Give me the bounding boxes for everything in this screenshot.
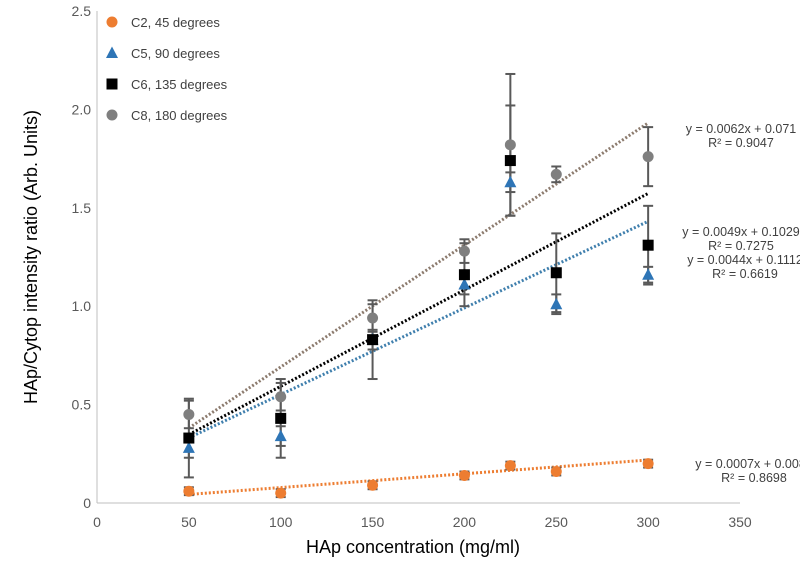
x-tick-label: 300 <box>636 514 660 530</box>
data-point <box>275 487 287 499</box>
x-tick-label: 200 <box>453 514 477 530</box>
data-point <box>458 469 470 481</box>
legend-label: C5, 90 degrees <box>131 46 220 61</box>
x-tick-label: 250 <box>545 514 569 530</box>
data-point <box>182 441 195 453</box>
plot-area: 0 50 100 150 200 250 300 350 0 0.5 1.0 1.5 2.0 2.5 y… <box>72 3 800 530</box>
data-point <box>274 429 287 442</box>
data-point <box>367 479 379 491</box>
data-point <box>504 155 516 167</box>
trendline-equation: y = 0.0062x + 0.071 <box>686 122 797 136</box>
y-tick-label: 2.5 <box>72 3 92 19</box>
y-tick-labels: 0 0.5 1.0 1.5 2.0 2.5 <box>72 3 92 511</box>
data-point <box>183 485 195 497</box>
trendline-equation: y = 0.0007x + 0.0085 <box>695 457 800 471</box>
y-tick-label: 1.0 <box>72 298 92 314</box>
trendline-r-squared: R² = 0.7275 <box>708 239 774 253</box>
data-point <box>642 268 655 280</box>
y-tick-label: 2.0 <box>72 101 92 117</box>
trendline <box>188 458 649 496</box>
y-tick-label: 0 <box>83 495 91 511</box>
x-tick-label: 100 <box>269 514 293 530</box>
data-point <box>550 466 562 478</box>
legend: C2, 45 degrees C5, 90 degrees C6, 135 degr… <box>106 15 228 123</box>
trendline-r-squared: R² = 0.8698 <box>721 471 787 485</box>
legend-label: C6, 135 degrees <box>131 77 228 92</box>
legend-marker <box>106 16 118 28</box>
error-bars <box>183 72 654 499</box>
data-point <box>458 269 470 281</box>
data-point <box>504 139 516 151</box>
x-tick-label: 0 <box>93 514 101 530</box>
legend-marker <box>106 109 118 121</box>
legend-label: C2, 45 degrees <box>131 15 220 30</box>
x-axis-label: HAp concentration (mg/ml) <box>306 537 520 557</box>
data-point <box>367 312 379 324</box>
x-tick-labels: 0 50 100 150 200 250 300 350 <box>93 514 752 530</box>
trendline <box>188 192 649 436</box>
data-point <box>458 278 471 290</box>
data-point <box>458 245 470 257</box>
trendline-equation: y = 0.0044x + 0.1112 <box>687 253 800 267</box>
x-tick-label: 50 <box>181 514 197 530</box>
data-point <box>550 168 562 180</box>
data-point <box>550 297 563 310</box>
data-markers <box>182 139 655 499</box>
legend-marker <box>106 78 118 90</box>
data-point <box>642 458 654 470</box>
trendline-equations: y = 0.0007x + 0.0085R² = 0.8698 y = 0.004… <box>682 122 800 485</box>
trendline <box>188 121 649 430</box>
legend-marker <box>106 46 118 58</box>
y-tick-label: 1.5 <box>72 200 92 216</box>
trendline-equation: y = 0.0049x + 0.1029 <box>682 225 800 239</box>
legend-label: C8, 180 degrees <box>131 108 228 123</box>
data-point <box>504 460 516 472</box>
trendline <box>188 219 649 440</box>
x-tick-label: 150 <box>361 514 385 530</box>
trendlines <box>188 121 649 496</box>
y-tick-label: 0.5 <box>72 397 92 413</box>
data-point <box>642 151 654 163</box>
data-point <box>275 391 287 403</box>
data-point <box>275 412 287 424</box>
data-point <box>367 334 379 346</box>
y-axis-label: HAp/Cytop intensity ratio (Arb. Units) <box>21 110 41 404</box>
data-point <box>504 175 517 188</box>
data-point <box>183 432 195 444</box>
trendline-r-squared: R² = 0.6619 <box>712 267 778 281</box>
x-tick-label: 350 <box>728 514 752 530</box>
trendline-r-squared: R² = 0.9047 <box>708 136 774 150</box>
data-point <box>183 408 195 420</box>
data-point <box>550 267 562 279</box>
data-point <box>642 239 654 251</box>
